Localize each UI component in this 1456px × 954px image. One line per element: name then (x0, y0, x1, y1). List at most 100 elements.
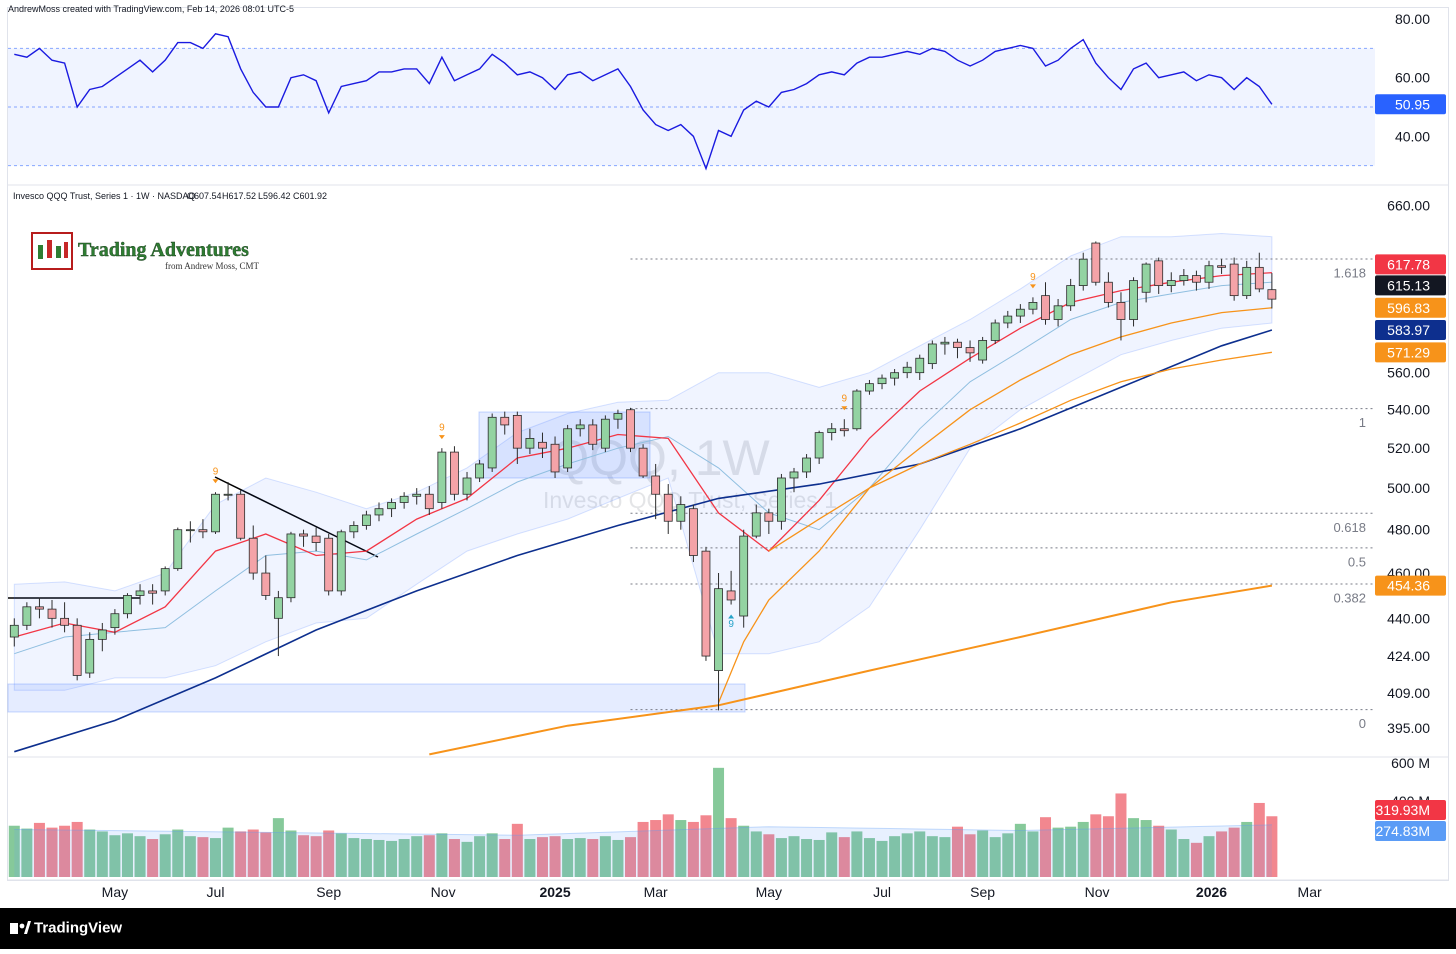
volume-bar (851, 831, 863, 877)
volume-bar (989, 837, 1001, 877)
axis-value-box (1375, 319, 1446, 340)
candle-body (299, 533, 308, 537)
candle-body (588, 424, 598, 445)
axis-value-label: 50.95 (1395, 96, 1430, 112)
ohlc-high: H617.52 (222, 191, 256, 201)
candle-body (286, 533, 296, 599)
volume-bar (637, 821, 649, 877)
volume-bar (1140, 820, 1152, 877)
x-tick-label: Nov (1085, 884, 1110, 900)
y-tick-label: 500.00 (1387, 480, 1430, 496)
zone (7, 683, 746, 713)
volume-bar (662, 814, 674, 877)
footer-logo-mark (19, 923, 25, 929)
ohlc-close: C601.92 (293, 191, 327, 201)
volume-bar (285, 830, 297, 877)
logo: Trading Adventures from Andrew Moss, CMT (31, 232, 260, 271)
y-tick-label: 80.00 (1395, 11, 1430, 27)
volume-bar (1216, 831, 1228, 877)
candle-body (676, 504, 686, 522)
volume-bar (914, 831, 926, 877)
rsi-line (14, 33, 1273, 171)
candle-body (236, 493, 246, 539)
candle-body (135, 590, 145, 596)
candle-body (550, 443, 560, 473)
price-pane: 0 0.382 0.5 0.618 1 1.618 9 9 9 9 9 (9, 232, 1375, 756)
volume-bar (1178, 839, 1190, 877)
volume-bar (247, 829, 259, 877)
candle-body (978, 340, 988, 361)
logo-candle (47, 240, 52, 258)
volume-bar (700, 815, 712, 877)
candle-body (1192, 275, 1201, 283)
logo-subtitle: from Andrew Moss, CMT (165, 261, 260, 271)
volume-bar (863, 838, 875, 877)
td-count: 9 (842, 394, 848, 405)
x-tick-label: May (102, 884, 128, 900)
candle-body (1028, 302, 1038, 310)
candle-body (789, 471, 799, 479)
volume-bar (172, 829, 184, 877)
x-tick-label: Mar (1298, 884, 1322, 900)
axis-value-box (1375, 575, 1446, 596)
candle-body (563, 428, 573, 469)
candle-body (500, 416, 510, 426)
y-tick-label: 660.00 (1387, 197, 1430, 213)
candle-body (273, 597, 283, 619)
td-arrow (728, 614, 735, 619)
candle-body (1003, 315, 1013, 324)
candle-body (1242, 266, 1252, 297)
volume-bar (210, 838, 222, 877)
volume-bar (750, 831, 762, 877)
candle-body (1015, 308, 1025, 317)
candle-body (764, 512, 774, 522)
volume-bar (21, 828, 33, 877)
candle-body (1041, 295, 1050, 320)
volume-bar (713, 767, 725, 877)
trendline (214, 476, 379, 558)
candle-body (877, 377, 887, 385)
volume-bar (1002, 833, 1014, 877)
candle-body (739, 535, 749, 617)
fib-label: 0.618 (1333, 520, 1366, 535)
volume-bar (1052, 827, 1064, 877)
td-arrow (212, 479, 219, 484)
candle-body (412, 493, 422, 497)
volume-bar (1102, 816, 1114, 877)
volume-bar (448, 839, 460, 877)
volume-bar (574, 838, 586, 877)
volume-bar (725, 818, 737, 877)
logo-candle (38, 245, 43, 259)
y-tick-label: 560.00 (1387, 365, 1430, 381)
volume-bar (977, 830, 989, 877)
volume-bar (1077, 821, 1089, 877)
volume-bar (549, 836, 561, 877)
candle-body (336, 531, 346, 592)
volume-bar (826, 832, 838, 877)
indicator-line (429, 584, 1273, 756)
td-count: 9 (213, 467, 219, 478)
candle-body (110, 613, 120, 629)
axis-value-box (1375, 800, 1446, 821)
volume-bar (889, 836, 901, 877)
volume-bar (1241, 821, 1253, 877)
ohlc-open: O607.54 (187, 191, 222, 201)
volume-bar (1027, 831, 1039, 877)
candle-body (814, 432, 824, 459)
volume-bar (8, 825, 20, 877)
candle-body (827, 428, 837, 434)
footer-logo-mark (24, 921, 31, 934)
volume-bar (147, 839, 159, 877)
volume-bar (1153, 825, 1165, 877)
volume-bar (222, 827, 234, 877)
axis-value-box (1375, 297, 1446, 318)
x-tick-label: Jul (873, 884, 891, 900)
candle-body (399, 495, 409, 503)
volume-bar (599, 836, 611, 877)
volume-bar (323, 830, 335, 877)
candle-body (1141, 263, 1151, 293)
candle-body (437, 451, 447, 503)
candle-body (1103, 281, 1113, 303)
